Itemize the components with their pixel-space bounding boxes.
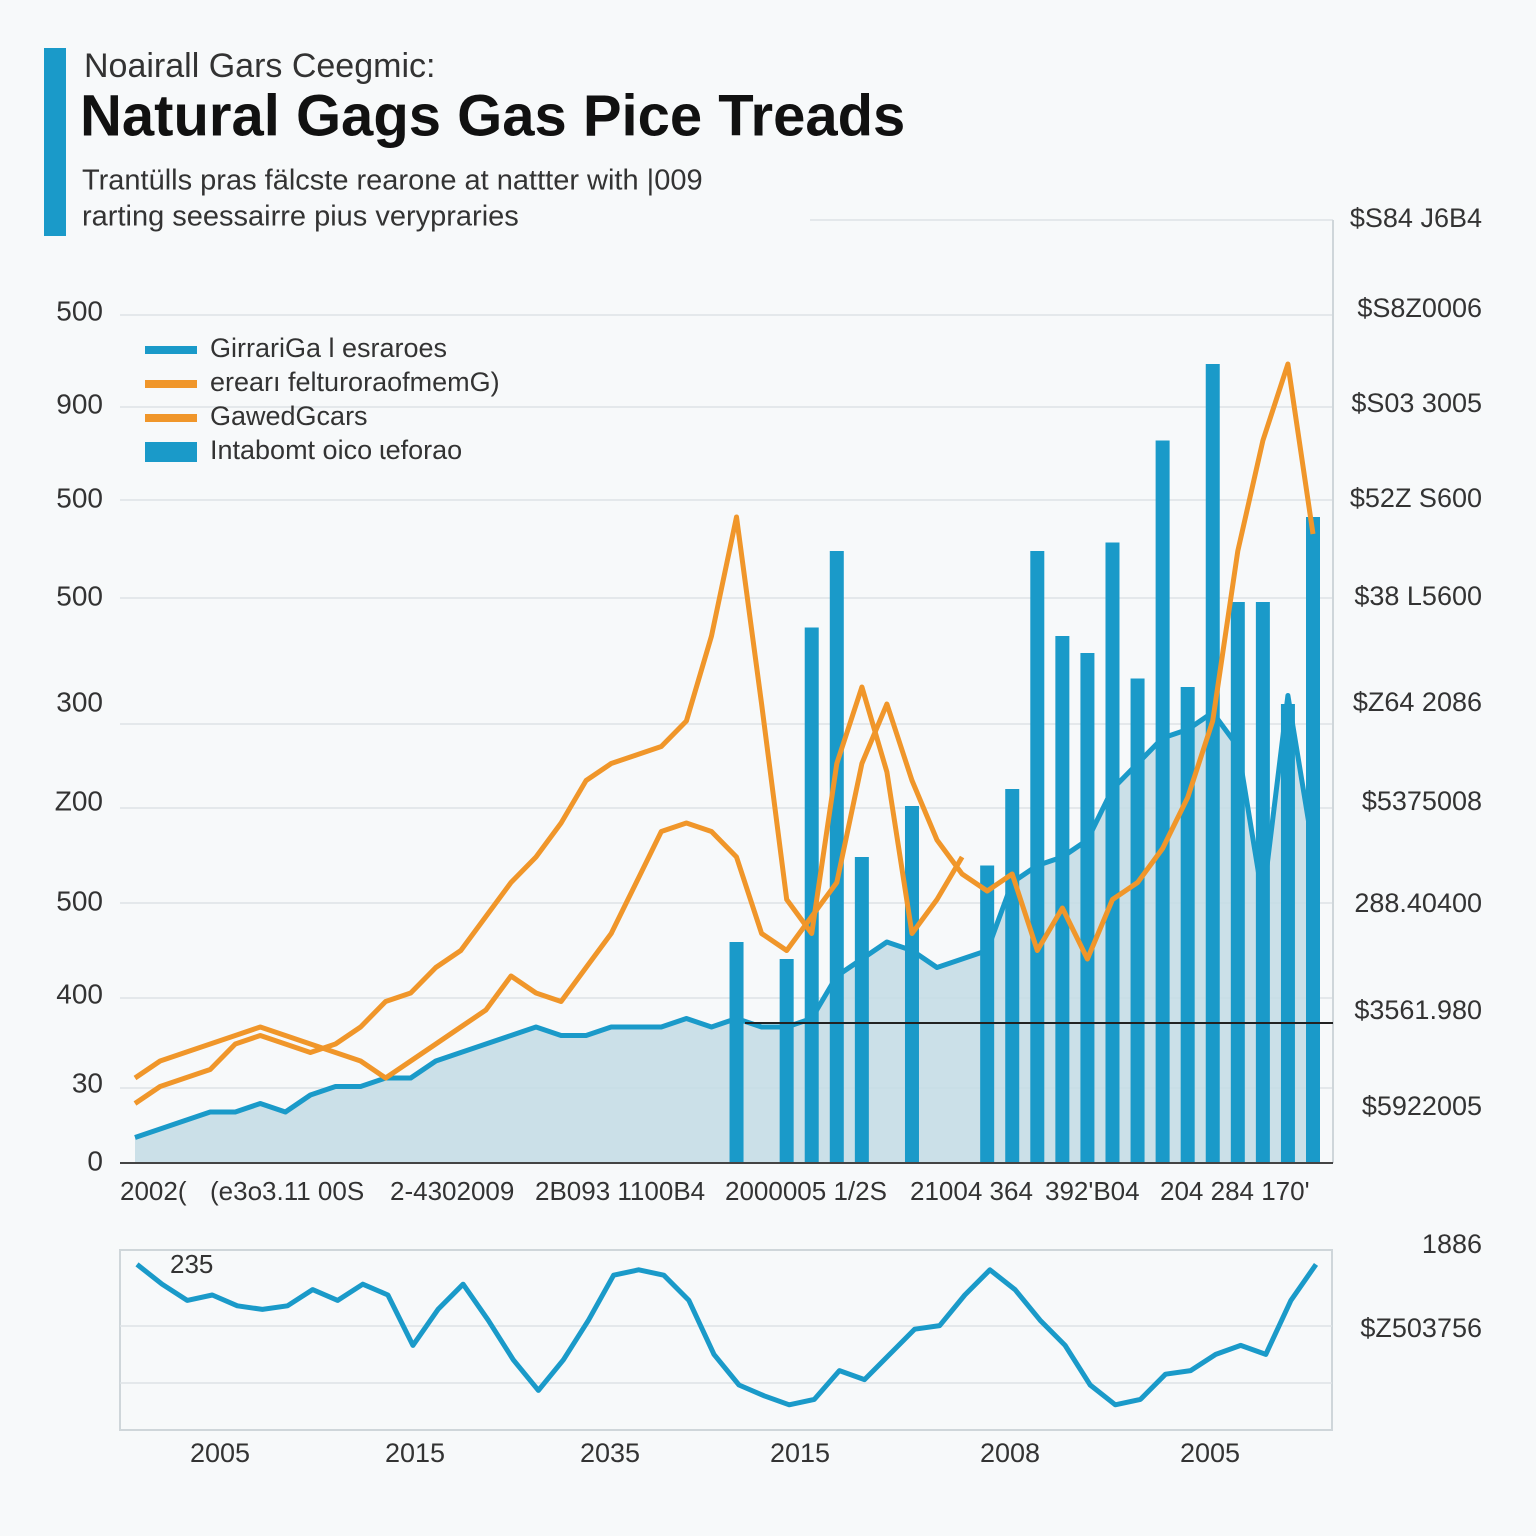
bar [729, 942, 744, 1163]
bar [1306, 517, 1320, 1163]
y-axis-label: 300 [56, 686, 103, 717]
y-axis-label: 500 [56, 295, 103, 326]
legend-swatch [145, 442, 197, 462]
line [133, 361, 1316, 1081]
x-axis-label: 2-4302009 [390, 1176, 514, 1206]
subtitle: rarting seessairre pius verypraries [82, 201, 519, 233]
legend-label: GirrariGa l esraroes [210, 333, 447, 363]
y-axis-label: Z00 [55, 785, 103, 816]
y-axis-label: 400 [56, 978, 103, 1009]
y-axis-label: 500 [56, 885, 103, 916]
bar [904, 806, 919, 1163]
legend-label: GawedGcars [210, 401, 368, 431]
x-axis-label: (e3o3.11 00S [210, 1176, 364, 1206]
bar [1105, 542, 1120, 1163]
x-axis-label: 204 284 170' [1160, 1176, 1310, 1206]
y2-axis-label: $5375008 [1362, 786, 1482, 816]
accent-bar [44, 48, 66, 236]
y-axis-label: 500 [56, 580, 103, 611]
bar [980, 865, 995, 1163]
bar [1030, 551, 1045, 1163]
inset-label: 235 [170, 1249, 213, 1279]
bar [1005, 789, 1020, 1163]
kicker: Noairall Gars Ceegmic: [84, 47, 435, 85]
bar [1205, 364, 1220, 1163]
bar [804, 627, 819, 1163]
inset-x-label: 2035 [580, 1438, 640, 1468]
y2-axis-label: $S84 J6B4 [1350, 203, 1482, 233]
inset-x-label: 2015 [770, 1438, 830, 1468]
subtitle: Trantülls pras fälcste rearone at nattte… [82, 165, 703, 197]
inset-x-label: 2005 [190, 1438, 250, 1468]
y-axis-label: 30 [72, 1067, 103, 1098]
y-axis-label: 500 [56, 482, 103, 513]
y2-axis-label: $S03 3005 [1351, 388, 1482, 418]
x-axis-label: 2000005 1/2S [725, 1176, 887, 1206]
inset-right-label: 1886 [1422, 1229, 1482, 1259]
inset-x-label: 2005 [1180, 1438, 1240, 1468]
y-axis-label: 900 [56, 388, 103, 419]
y2-axis-label: $Z64 2086 [1353, 687, 1482, 717]
inset-x-label: 2008 [980, 1438, 1040, 1468]
bar [1230, 602, 1245, 1163]
x-axis-label: 2002( [120, 1176, 187, 1206]
inset-line [135, 1262, 1319, 1408]
y2-axis-label: $52Z S600 [1350, 483, 1482, 513]
legend-label: Intabomt oico ɩeforao [210, 435, 462, 465]
line [133, 514, 965, 1106]
y2-axis-label: $S8Z0006 [1357, 293, 1482, 323]
bar [1180, 687, 1195, 1163]
y2-axis-label: 288.40400 [1354, 888, 1482, 918]
bar [779, 959, 794, 1163]
inset-right-label: $Z503756 [1360, 1313, 1482, 1343]
bar [1155, 440, 1170, 1163]
x-axis-label: 21004 364 [910, 1176, 1033, 1206]
x-axis-label: 2B093 1100B4 [535, 1176, 705, 1206]
bar [1080, 653, 1095, 1163]
bar [1280, 704, 1295, 1163]
x-axis-label: 392'B04 [1045, 1176, 1140, 1206]
y2-axis-label: $38 L5600 [1354, 581, 1482, 611]
bar [1055, 636, 1070, 1163]
y2-axis-label: $5922005 [1362, 1091, 1482, 1121]
inset-frame [119, 1249, 1333, 1431]
inset-x-label: 2015 [385, 1438, 445, 1468]
legend-label: erearı felturoraofmemG) [210, 367, 500, 397]
bar [1130, 678, 1145, 1163]
bar [829, 551, 844, 1163]
y-axis-label: 0 [87, 1145, 103, 1176]
bar [854, 857, 869, 1163]
y2-axis-label: $3561.980 [1354, 995, 1482, 1025]
bar [1255, 602, 1270, 1163]
chart-title: Natural Gags Gas Pice Treads [80, 83, 905, 148]
